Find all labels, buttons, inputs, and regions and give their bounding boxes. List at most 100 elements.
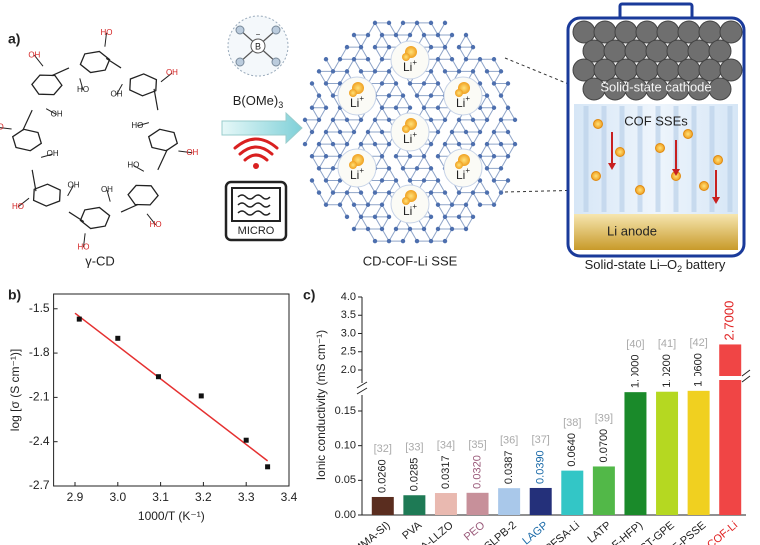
- cof-link: [311, 107, 320, 121]
- cof-link: [437, 34, 446, 48]
- cof-node: [316, 117, 322, 123]
- cof-link: [500, 155, 509, 169]
- pore: [390, 112, 430, 152]
- cathode-particle: [698, 58, 722, 82]
- cof-node: [421, 226, 427, 232]
- li-ion-charge: +: [412, 202, 417, 211]
- cof-link: [479, 180, 488, 193]
- y-tick-label: 3.5: [341, 309, 356, 321]
- x-tick-label: SLPB-2: [482, 519, 519, 545]
- cof-link: [493, 83, 502, 96]
- data-point: [198, 393, 204, 399]
- cof-node: [491, 81, 497, 86]
- cof-link: [395, 95, 404, 109]
- cof-node: [484, 117, 490, 123]
- cof-link: [451, 131, 460, 145]
- reagent-sub: 3: [278, 100, 283, 110]
- cof-node: [365, 226, 371, 232]
- cof-link: [437, 59, 446, 72]
- cof-link: [381, 155, 390, 169]
- hydroxyl-label: HO: [131, 121, 143, 130]
- cof-node: [463, 57, 469, 62]
- data-point: [155, 374, 161, 380]
- cof-link: [318, 71, 327, 84]
- cof-link: [437, 107, 446, 121]
- li-ion: Li+: [456, 94, 470, 110]
- cof-node: [344, 214, 350, 220]
- cof-link: [458, 34, 467, 48]
- li-ion-dot: [593, 119, 603, 129]
- reference-label: [32]: [374, 443, 392, 455]
- hydroxyl-bond: [0, 127, 12, 130]
- break-gap: [367, 376, 746, 380]
- li-cluster: [349, 161, 357, 169]
- cof-node: [442, 44, 448, 50]
- cof-node: [330, 166, 336, 171]
- cof-link: [360, 34, 369, 48]
- cof-link: [388, 180, 397, 193]
- cof-node: [505, 105, 511, 110]
- cathode-particle: [719, 58, 743, 82]
- cof-node: [428, 141, 434, 147]
- cathode-particle: [572, 58, 596, 82]
- cof-node: [323, 178, 329, 183]
- cof-node: [379, 81, 385, 86]
- hydroxyl-bond: [79, 78, 84, 91]
- cof-node: [449, 32, 455, 38]
- cof-link: [423, 34, 432, 48]
- cof-link: [437, 180, 446, 193]
- hydroxyl-bond: [137, 122, 150, 127]
- hydroxyl-bond: [45, 108, 57, 116]
- cof-node: [421, 154, 427, 159]
- hydroxyl-bond: [82, 233, 86, 248]
- cof-link: [395, 83, 404, 96]
- cof-link: [325, 59, 334, 72]
- cof-node: [379, 154, 385, 159]
- cof-link: [409, 83, 418, 96]
- hydroxyl-label: HO: [12, 202, 24, 211]
- y-axis-title: Ionic conductivity (mS cm⁻¹): [314, 330, 328, 480]
- cof-node: [442, 141, 448, 147]
- cof-node: [428, 69, 434, 74]
- cof-node: [463, 202, 469, 207]
- panel-a: a) OH HO HO OH HO OH HO OH HO OH OH HO HO OH OH HO γ-CD…: [0, 2, 746, 274]
- cof-node: [386, 238, 392, 244]
- anode: [574, 214, 738, 250]
- cathode-particle: [635, 58, 659, 82]
- cof-node: [435, 57, 441, 62]
- cof-link: [311, 119, 320, 133]
- li-cluster: [455, 89, 463, 97]
- cof-node: [330, 141, 336, 147]
- cathode-particle: [572, 20, 596, 44]
- cof-link: [465, 192, 474, 205]
- cof-link: [388, 168, 397, 181]
- cof-node: [316, 141, 322, 147]
- cof-link: [507, 143, 516, 157]
- cof-link: [465, 204, 474, 218]
- data-point: [243, 437, 249, 443]
- charts: b) 2.9 3.0 3.1 3.2 3.3 3.4 -1.5 -1.8 -2.1 -2.4 -2.7…: [8, 287, 751, 545]
- cof-link: [493, 192, 502, 205]
- bar: [434, 493, 457, 515]
- cof-node: [442, 117, 448, 123]
- cof-node: [498, 93, 504, 98]
- y-tick-label: 0.05: [335, 474, 356, 486]
- cof-link: [493, 131, 502, 145]
- cof-link: [325, 83, 334, 96]
- cof-node: [344, 69, 350, 74]
- cof-link: [388, 71, 397, 84]
- cof-link: [381, 46, 390, 60]
- cof-link: [472, 59, 481, 72]
- glycosidic-bond: [68, 211, 85, 223]
- cof-link: [430, 22, 439, 36]
- li-ion-charge: +: [412, 130, 417, 139]
- cof-link: [493, 180, 502, 193]
- cof-link: [367, 119, 376, 133]
- cof-link: [423, 228, 432, 242]
- cof-link: [409, 228, 418, 242]
- hydroxyl-bond: [106, 189, 111, 202]
- wifi-dot: [253, 163, 259, 169]
- cof-link: [332, 95, 341, 109]
- bar: [592, 466, 615, 515]
- cof-node: [484, 141, 490, 147]
